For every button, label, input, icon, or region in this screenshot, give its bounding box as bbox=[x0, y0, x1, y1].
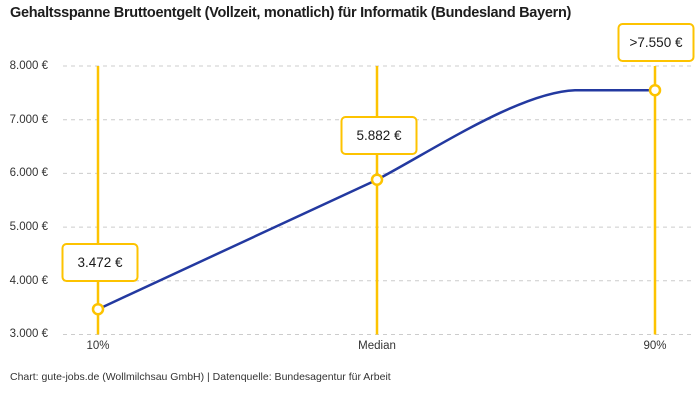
data-point-marker[interactable] bbox=[91, 302, 105, 316]
salary-line-series bbox=[97, 88, 655, 311]
y-axis-tick-label: 7.000 € bbox=[9, 114, 48, 126]
chart-title: Gehaltsspanne Bruttoentgelt (Vollzeit, m… bbox=[10, 5, 572, 21]
x-axis-label-10pct: 10% bbox=[86, 340, 110, 352]
chart-source-attribution: Chart: gute-jobs.de (Wollmilchsau GmbH) … bbox=[10, 371, 391, 383]
data-point-marker[interactable] bbox=[370, 173, 384, 186]
data-point-marker[interactable] bbox=[648, 83, 662, 97]
value-callout-90pct: >7.550 € bbox=[617, 23, 695, 62]
value-callout-10pct: 3.472 € bbox=[61, 243, 139, 282]
y-axis-tick-label: 6.000 € bbox=[9, 167, 48, 179]
y-axis-tick-label: 3.000 € bbox=[9, 328, 48, 340]
x-axis-label-median: Median bbox=[358, 340, 396, 352]
value-callout-median: 5.882 € bbox=[340, 116, 418, 155]
y-axis-tick-label: 5.000 € bbox=[9, 221, 48, 233]
y-axis-tick-label: 4.000 € bbox=[9, 275, 48, 287]
y-axis-tick-label: 8.000 € bbox=[9, 60, 48, 72]
x-axis-label-90pct: 90% bbox=[643, 340, 667, 352]
